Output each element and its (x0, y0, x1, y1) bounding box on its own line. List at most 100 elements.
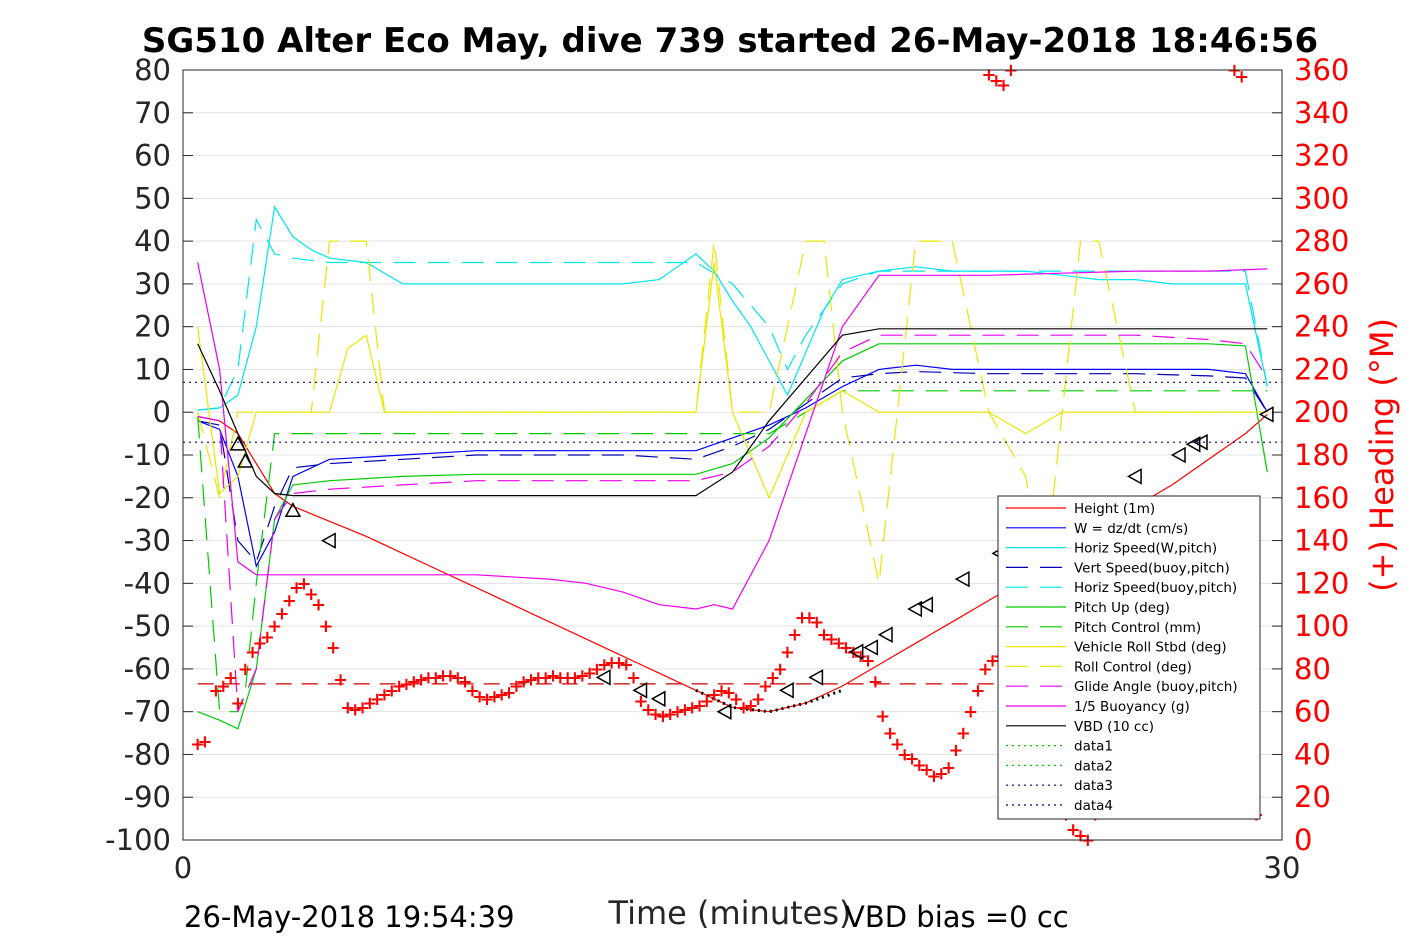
heading-point: + (648, 704, 663, 725)
heading-point: + (853, 646, 868, 667)
heading-point: + (809, 612, 824, 633)
triangle-marker (907, 600, 923, 618)
heading-point: + (751, 689, 766, 710)
left-tick-label: 50 (134, 181, 171, 215)
right-tick-label: 320 (1294, 139, 1349, 173)
heading-point: + (523, 670, 538, 691)
triangle-marker (284, 502, 302, 517)
heading-point: + (399, 674, 414, 695)
triangle-marker (1126, 468, 1142, 485)
heading-point: + (560, 667, 575, 688)
left-tick-label: -40 (124, 566, 171, 600)
right-tick-label: 60 (1294, 695, 1331, 729)
right-tick-label: 240 (1294, 310, 1349, 344)
right-axis-ticks: 3603403203002802602402202001801601401201… (1272, 53, 1349, 857)
heading-point: + (436, 665, 451, 686)
heading-point: + (260, 627, 275, 648)
heading-point: + (941, 757, 956, 778)
legend-label: data1 (1074, 739, 1113, 755)
heading-point: + (956, 723, 971, 744)
heading-point: + (604, 652, 619, 673)
heading-point: + (377, 685, 392, 706)
legend-box (997, 495, 1261, 820)
left-tick-label: 10 (134, 352, 171, 386)
heading-point: + (670, 702, 685, 723)
left-tick-label: 60 (134, 139, 171, 173)
heading-point: + (773, 659, 788, 680)
heading-point: + (663, 704, 678, 725)
heading-point: + (392, 676, 407, 697)
heading-point: + (890, 734, 905, 755)
heading-point: + (538, 667, 553, 688)
right-tick-label: 100 (1294, 609, 1349, 643)
heading-point: + (692, 695, 707, 716)
heading-point: + (245, 642, 260, 663)
heading-point: + (458, 672, 473, 693)
heading-point: + (860, 650, 875, 671)
triangle-marker (848, 643, 864, 661)
chart-title: SG510 Alter Eco May, dive 739 started 26… (142, 21, 1318, 61)
right-tick-label: 300 (1294, 181, 1349, 215)
triangle-marker (918, 596, 934, 613)
heading-point: + (282, 590, 297, 611)
triangle-marker (954, 570, 970, 588)
heading-point: + (787, 625, 802, 646)
legend-label: VBD (10 cc) (1074, 719, 1154, 735)
triangle-marker (808, 669, 824, 686)
heading-point: + (963, 702, 978, 723)
heading-point: + (1073, 826, 1088, 847)
legend-label: Glide Angle (buoy,pitch) (1074, 679, 1238, 695)
heading-point: + (641, 700, 656, 721)
right-tick-label: 120 (1294, 566, 1349, 600)
x-axis-label: Time (minutes) (608, 894, 852, 932)
right-tick-label: 180 (1294, 438, 1349, 472)
heading-point: + (868, 672, 883, 693)
heading-point: + (758, 676, 773, 697)
heading-point: + (216, 676, 231, 697)
heading-point: + (553, 667, 568, 688)
heading-point: + (707, 685, 722, 706)
heading-point: + (190, 734, 205, 755)
triangle-marker (716, 703, 732, 720)
heading-point: + (926, 766, 941, 787)
series-line-11 (197, 328, 1268, 497)
heading-point: + (472, 687, 487, 708)
heading-point: + (494, 685, 509, 706)
triangle-marker (1170, 446, 1186, 464)
heading-point: + (340, 697, 355, 718)
right-tick-label: 280 (1294, 224, 1349, 258)
heading-point: + (904, 749, 919, 770)
series-line-2 (197, 205, 1268, 411)
left-tick-label: 80 (134, 53, 171, 87)
x-axis-ticks: 0 30 (174, 830, 1300, 885)
heading-point: + (348, 700, 363, 721)
legend-label: Vehicle Roll Stbd (deg) (1074, 640, 1227, 656)
heading-point: + (619, 655, 634, 676)
heading-point: + (948, 740, 963, 761)
left-tick-label: -50 (124, 609, 171, 643)
legend-label: Pitch Control (mm) (1074, 620, 1201, 636)
left-tick-label: 0 (153, 395, 171, 429)
heading-point: + (795, 608, 810, 629)
heading-point: + (655, 706, 670, 727)
heading-point: + (421, 667, 436, 688)
left-tick-label: 30 (134, 267, 171, 301)
heading-point: + (480, 689, 495, 710)
heading-point: + (362, 693, 377, 714)
footer-left-timestamp: 26-May-2018 19:54:39 (184, 900, 515, 934)
heading-point: + (685, 697, 700, 718)
legend-label: data3 (1074, 778, 1113, 794)
heading-point: + (304, 584, 319, 605)
legend-label: Horiz Speed(buoy,pitch) (1074, 580, 1237, 596)
heading-point: + (296, 573, 311, 594)
heading-point: + (428, 667, 443, 688)
footer-right-vbd-bias: VBD bias =0 cc (845, 900, 1069, 934)
left-tick-label: -70 (124, 695, 171, 729)
triangle-marker (877, 626, 893, 643)
heading-point: + (311, 595, 326, 616)
legend-label: data4 (1074, 798, 1113, 814)
left-tick-label: 20 (134, 310, 171, 344)
legend-label: Vert Speed(buoy,pitch) (1074, 560, 1230, 576)
legend: Height (1m) W = dz/dt (cm/s) Horiz Speed(W… (997, 495, 1261, 820)
heading-point: + (230, 693, 245, 714)
